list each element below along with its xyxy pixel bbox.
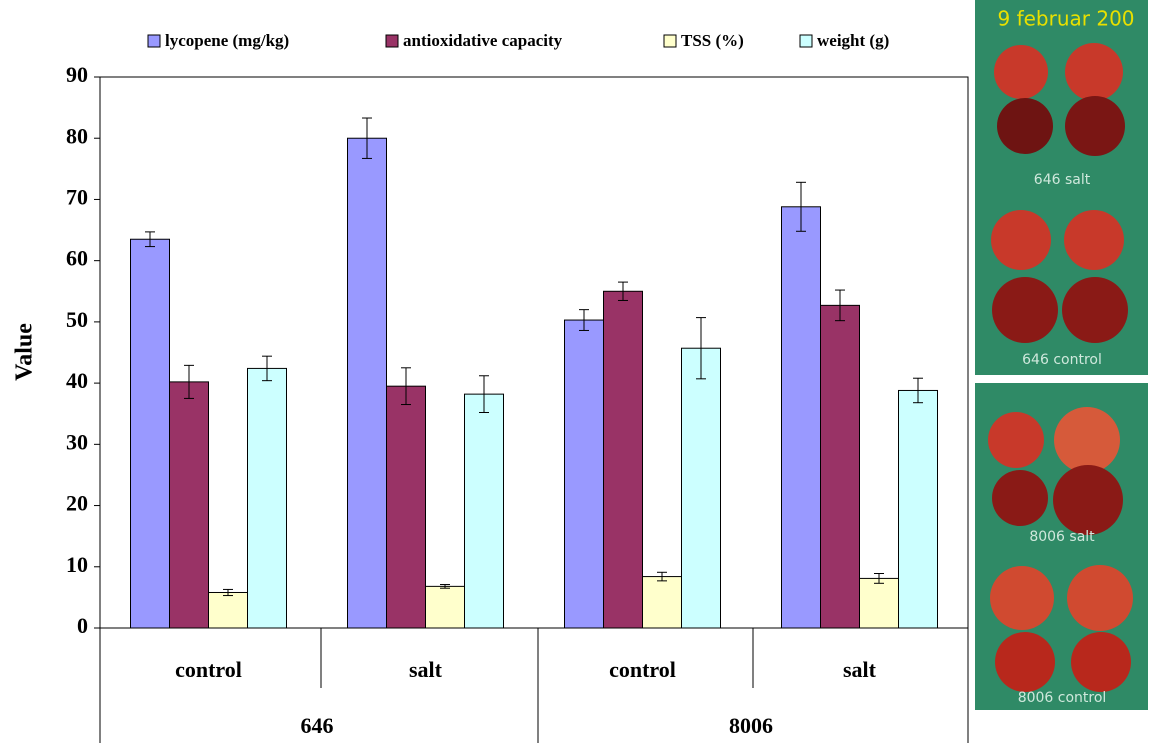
y-tick-label: 10	[66, 552, 88, 577]
y-tick-label: 0	[77, 613, 88, 638]
tomato	[1062, 277, 1128, 343]
bar	[248, 368, 287, 628]
y-tick-label: 70	[66, 184, 88, 209]
tomato	[1065, 96, 1125, 156]
y-tick-label: 30	[66, 429, 88, 454]
tomato	[991, 210, 1051, 270]
legend-label: antioxidative capacity	[403, 31, 563, 50]
legend-swatch	[148, 35, 160, 47]
tomato	[1065, 43, 1123, 101]
y-tick-label: 50	[66, 307, 88, 332]
bar	[860, 578, 899, 628]
y-tick-label: 40	[66, 368, 88, 393]
tomato	[992, 470, 1048, 526]
y-tick-label: 80	[66, 123, 88, 148]
bar	[131, 239, 170, 628]
photo-label: 646 control	[1022, 352, 1102, 368]
tomato	[994, 45, 1048, 99]
tomato	[1067, 565, 1133, 631]
tomato	[1053, 465, 1123, 535]
tomato	[997, 98, 1053, 154]
photo-label: 646 salt	[1034, 172, 1091, 188]
tomato	[992, 277, 1058, 343]
y-tick-label: 20	[66, 491, 88, 516]
bar	[604, 291, 643, 628]
bar	[565, 320, 604, 628]
bar	[465, 394, 504, 628]
x-tick-label: control	[175, 657, 242, 682]
legend-swatch	[386, 35, 398, 47]
x-tick-label: salt	[409, 657, 443, 682]
tomato	[995, 632, 1055, 692]
tomato	[1064, 210, 1124, 270]
tomato	[1071, 632, 1131, 692]
legend-label: weight (g)	[817, 31, 889, 50]
group-label: 646	[301, 713, 334, 738]
bar	[821, 305, 860, 628]
bar	[643, 577, 682, 628]
tomato	[990, 566, 1054, 630]
bar	[209, 592, 248, 628]
photo-label: 8006 control	[1018, 690, 1107, 706]
legend-label: lycopene (mg/kg)	[165, 31, 289, 50]
bar	[782, 207, 821, 628]
y-tick-label: 60	[66, 246, 88, 271]
legend-swatch	[800, 35, 812, 47]
y-axis-label: Value	[12, 323, 38, 381]
chart: Value 9 februar 200 646 salt 646 control…	[0, 0, 1150, 743]
legend-swatch	[664, 35, 676, 47]
bar	[682, 348, 721, 628]
photo-label: 8006 salt	[1029, 529, 1095, 545]
x-tick-label: salt	[843, 657, 877, 682]
legend-label: TSS (%)	[681, 31, 744, 50]
bar	[387, 386, 426, 628]
bar	[426, 586, 465, 628]
x-tick-label: control	[609, 657, 676, 682]
tomato	[1054, 407, 1120, 473]
bar	[170, 382, 209, 628]
bar	[348, 138, 387, 628]
y-tick-label: 90	[66, 62, 88, 87]
photo-date: 9 februar 200	[997, 7, 1134, 31]
bar	[899, 390, 938, 628]
group-label: 8006	[729, 713, 773, 738]
tomato	[988, 412, 1044, 468]
photo-panel: 9 februar 200 646 salt 646 control 8006 …	[975, 0, 1148, 710]
